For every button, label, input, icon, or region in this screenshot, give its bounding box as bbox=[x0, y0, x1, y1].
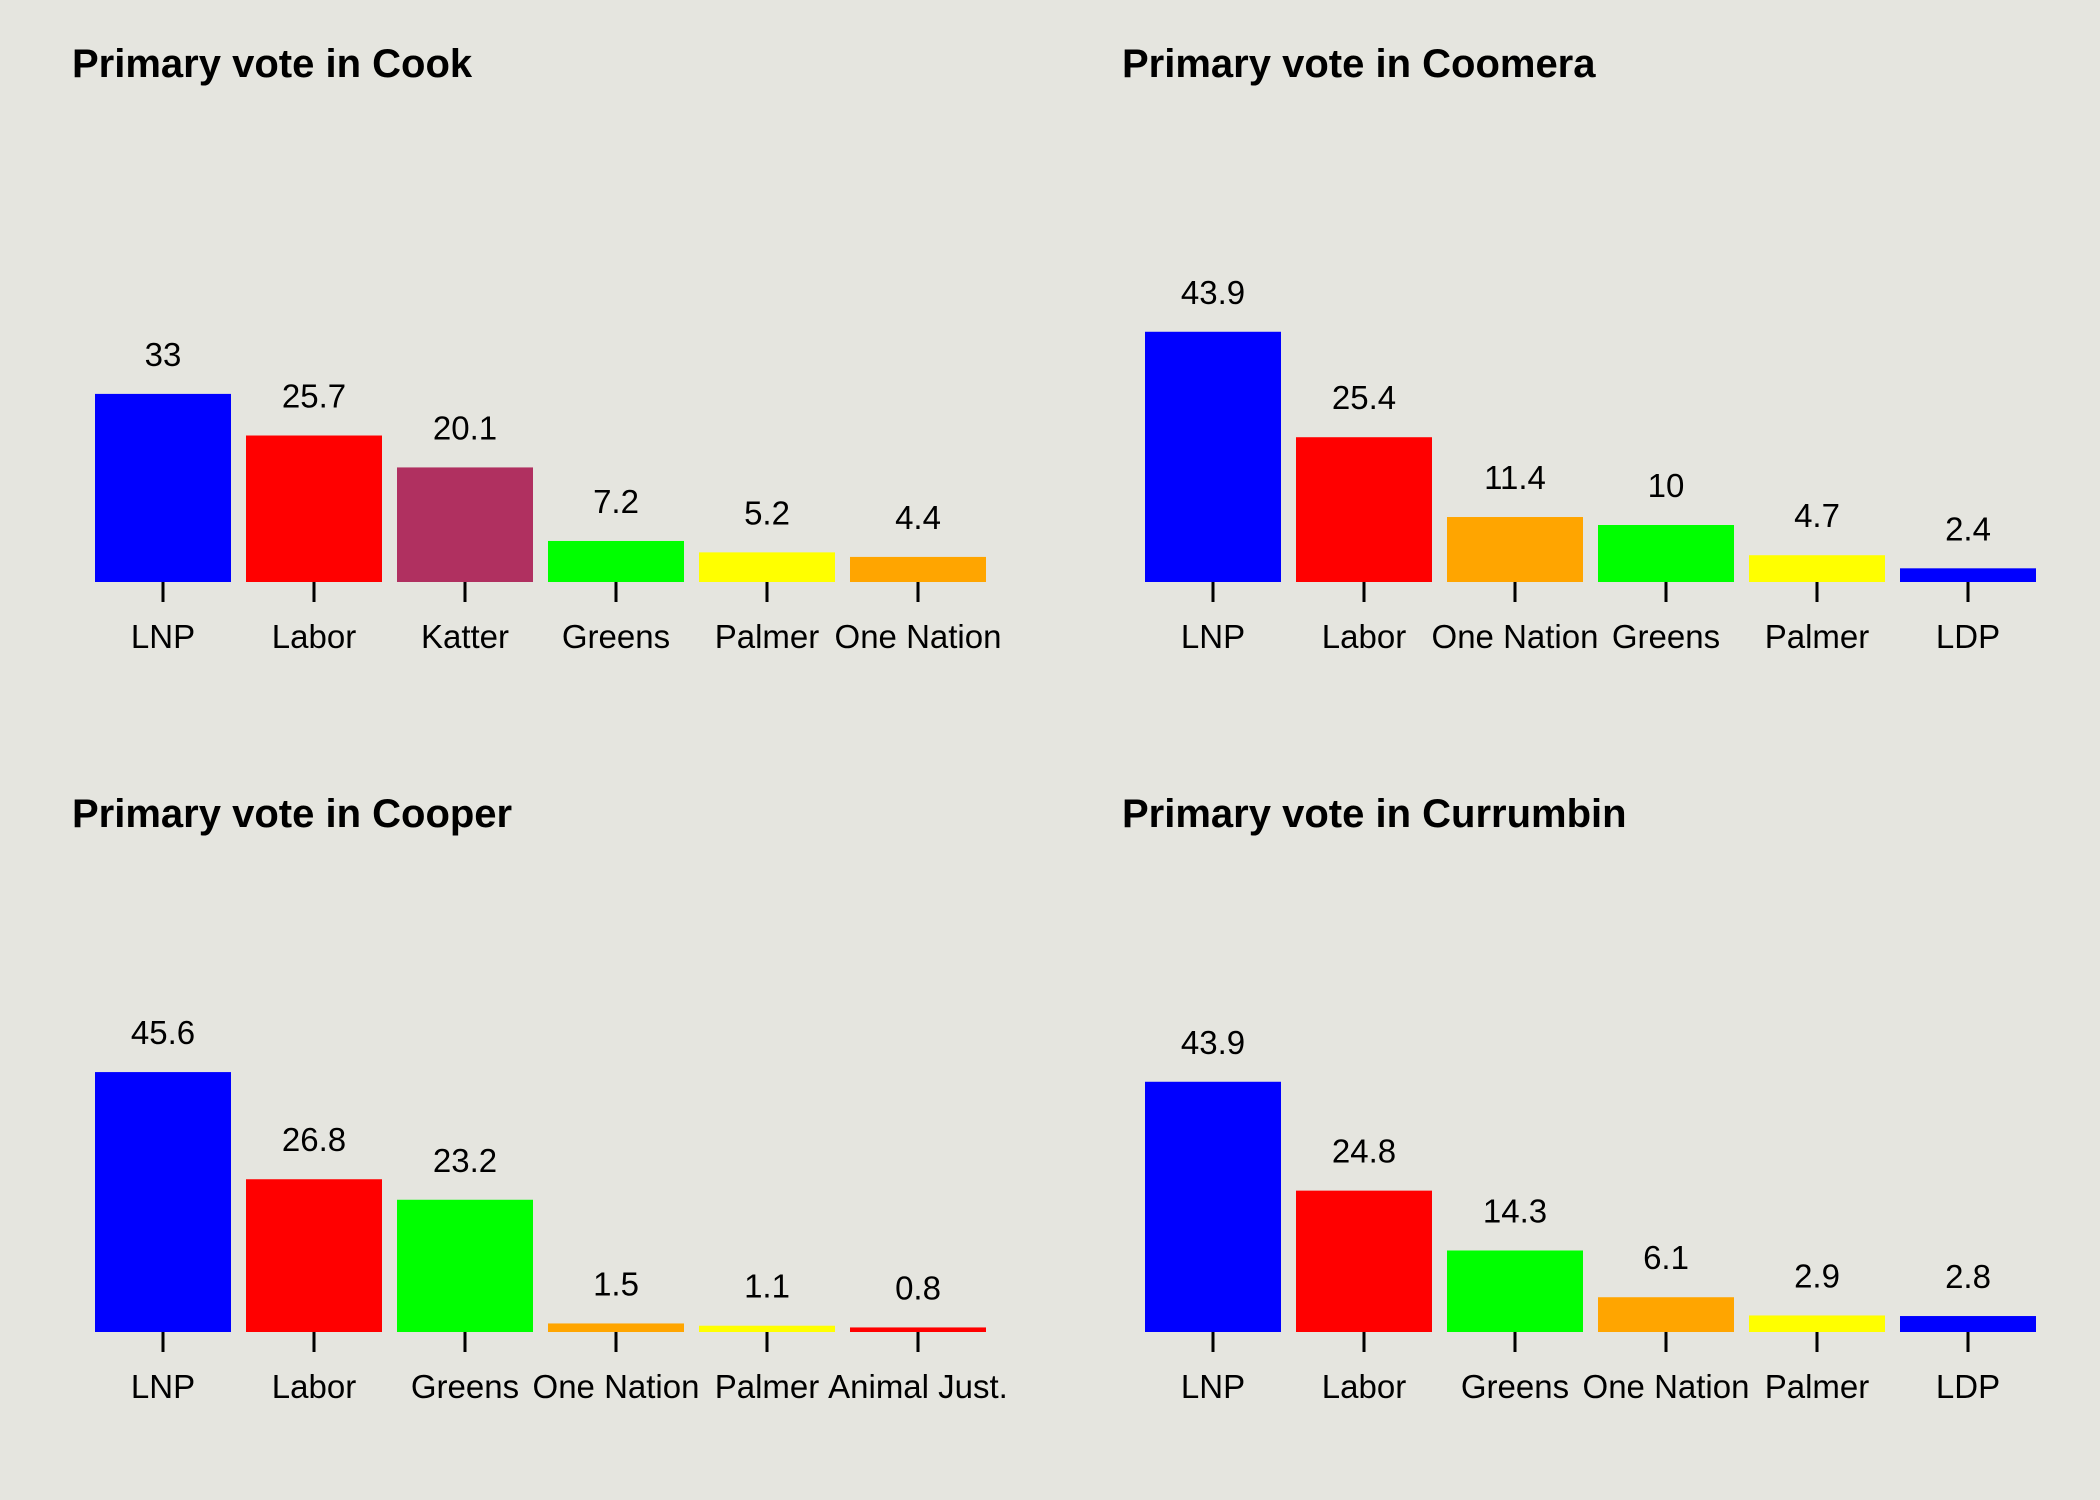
bar bbox=[1447, 1250, 1583, 1332]
bar-value-label: 14.3 bbox=[1483, 1192, 1547, 1229]
bar bbox=[95, 393, 231, 582]
bar bbox=[1749, 555, 1885, 582]
bar-value-label: 20.1 bbox=[433, 409, 497, 446]
x-tick-label: One Nation bbox=[1432, 618, 1599, 655]
bar-value-label: 2.9 bbox=[1794, 1257, 1840, 1294]
bar-chart-currumbin: 43.9 LNP 24.8 Labor 14.3 Greens 6.1 One Nation 2… bbox=[1145, 1024, 2036, 1405]
x-tick-label: LNP bbox=[1181, 618, 1245, 655]
bar bbox=[548, 540, 684, 582]
bar-value-label: 2.8 bbox=[1945, 1258, 1991, 1295]
chart-panel-coomera: Primary vote in Coomera 43.9 LNP 25.4 Labor… bbox=[1050, 0, 2100, 750]
bar-value-label: 6.1 bbox=[1643, 1239, 1689, 1276]
bar-value-label: 43.9 bbox=[1181, 1024, 1245, 1061]
bar bbox=[1749, 1315, 1885, 1332]
x-tick-label: LDP bbox=[1936, 1368, 2000, 1405]
bar bbox=[850, 556, 986, 582]
chart-title: Primary vote in Cooper bbox=[72, 792, 513, 836]
bar bbox=[699, 552, 835, 582]
bar-value-label: 26.8 bbox=[282, 1121, 346, 1158]
x-tick-label: Palmer bbox=[1765, 1368, 1870, 1405]
bar bbox=[1145, 1081, 1281, 1332]
bar-value-label: 4.4 bbox=[895, 499, 941, 536]
x-tick-label: Katter bbox=[421, 618, 509, 655]
bar-value-label: 45.6 bbox=[131, 1014, 195, 1051]
x-tick-label: Greens bbox=[1461, 1368, 1569, 1405]
bar-value-label: 0.8 bbox=[895, 1269, 941, 1306]
bar-value-label: 25.7 bbox=[282, 378, 346, 415]
bar-chart-coomera: 43.9 LNP 25.4 Labor 11.4 One Nation 10 Greens 4.… bbox=[1145, 274, 2036, 655]
bar-value-label: 33 bbox=[145, 336, 182, 373]
x-tick-label: LNP bbox=[131, 618, 195, 655]
x-tick-label: One Nation bbox=[533, 1368, 700, 1405]
x-tick-label: Greens bbox=[562, 618, 670, 655]
x-tick-label: Labor bbox=[1322, 618, 1406, 655]
bar-value-label: 4.7 bbox=[1794, 497, 1840, 534]
bar bbox=[1900, 1316, 2036, 1332]
x-tick-label: Palmer bbox=[715, 1368, 820, 1405]
bar bbox=[850, 1327, 986, 1332]
x-tick-label: LNP bbox=[131, 1368, 195, 1405]
x-tick-label: One Nation bbox=[835, 618, 1002, 655]
bar-value-label: 10 bbox=[1648, 467, 1685, 504]
bar bbox=[95, 1072, 231, 1332]
bar-value-label: 1.5 bbox=[593, 1265, 639, 1302]
bar bbox=[699, 1325, 835, 1332]
bar bbox=[1145, 331, 1281, 582]
chart-title: Primary vote in Cook bbox=[72, 42, 473, 86]
bar-chart-cook: 33 LNP 25.7 Labor 20.1 Katter 7.2 Greens 5.2 Palm… bbox=[95, 336, 1002, 655]
x-tick-label: LDP bbox=[1936, 618, 2000, 655]
bar bbox=[548, 1323, 684, 1332]
x-tick-label: One Nation bbox=[1583, 1368, 1750, 1405]
x-tick-label: Greens bbox=[411, 1368, 519, 1405]
x-tick-label: Animal Just. bbox=[828, 1368, 1008, 1405]
bar bbox=[1447, 517, 1583, 582]
x-tick-label: Labor bbox=[272, 1368, 356, 1405]
chart-panel-cooper: Primary vote in Cooper 45.6 LNP 26.8 Labor 2… bbox=[0, 750, 1050, 1500]
bar bbox=[246, 435, 382, 582]
chart-title: Primary vote in Coomera bbox=[1122, 42, 1596, 86]
bar-chart-cooper: 45.6 LNP 26.8 Labor 23.2 Greens 1.5 One Nation 1… bbox=[95, 1014, 1008, 1405]
bar-value-label: 25.4 bbox=[1332, 379, 1396, 416]
bar-value-label: 2.4 bbox=[1945, 510, 1991, 547]
bar bbox=[1296, 1190, 1432, 1332]
chart-panel-currumbin: Primary vote in Currumbin 43.9 LNP 24.8 Lab… bbox=[1050, 750, 2100, 1500]
chart-title: Primary vote in Currumbin bbox=[1122, 792, 1627, 836]
bar-value-label: 11.4 bbox=[1484, 459, 1546, 496]
x-tick-label: Palmer bbox=[715, 618, 820, 655]
x-tick-label: Labor bbox=[272, 618, 356, 655]
bar-value-label: 23.2 bbox=[433, 1142, 497, 1179]
chart-panel-cook: Primary vote in Cook 33 LNP 25.7 Labor 20.1 K… bbox=[0, 0, 1050, 750]
bar bbox=[397, 1199, 533, 1332]
bar bbox=[397, 467, 533, 582]
bar bbox=[1900, 568, 2036, 582]
bar bbox=[1296, 437, 1432, 582]
x-tick-label: LNP bbox=[1181, 1368, 1245, 1405]
bar bbox=[1598, 1297, 1734, 1332]
x-tick-label: Palmer bbox=[1765, 618, 1870, 655]
x-tick-label: Greens bbox=[1612, 618, 1720, 655]
bar-value-label: 5.2 bbox=[744, 494, 790, 531]
bar-value-label: 7.2 bbox=[593, 483, 639, 520]
bar bbox=[1598, 525, 1734, 582]
bar-value-label: 43.9 bbox=[1181, 274, 1245, 311]
bar-value-label: 24.8 bbox=[1332, 1133, 1396, 1170]
x-tick-label: Labor bbox=[1322, 1368, 1406, 1405]
bar-value-label: 1.1 bbox=[744, 1268, 790, 1305]
bar bbox=[246, 1179, 382, 1332]
